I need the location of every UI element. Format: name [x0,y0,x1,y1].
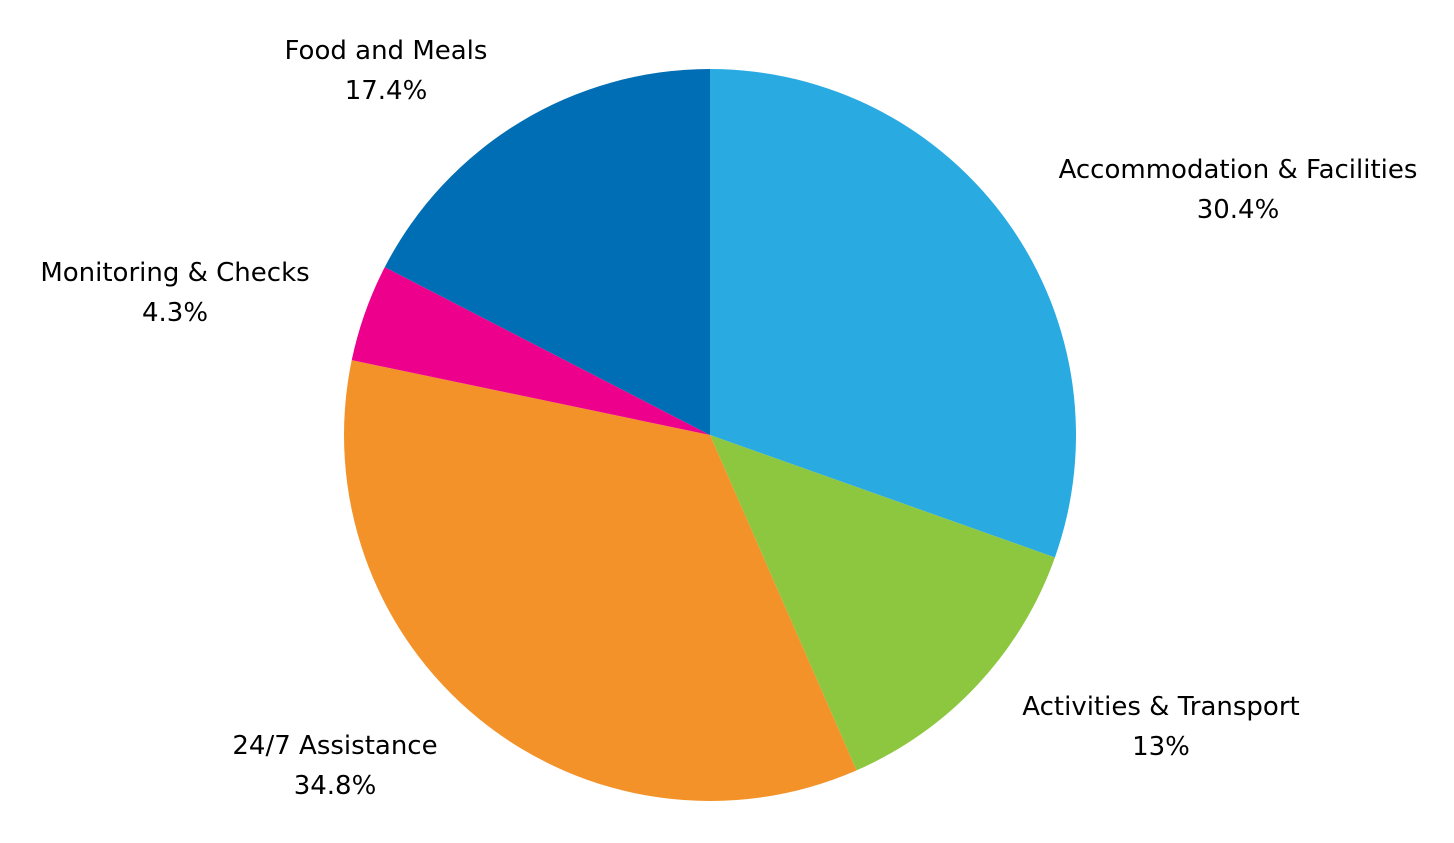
slice-value-label: 4.3% [142,298,208,328]
slice-label-group-accommodation-and-facilities: Accommodation & Facilities 30.4% [1059,155,1418,225]
pie-slice-food-and-meals [384,69,710,435]
slice-label-group-food-and-meals: Food and Meals 17.4% [285,36,488,106]
pie-slice-accommodation-and-facilities [710,69,1076,558]
pie-slice-monitoring-and-checks [351,267,710,435]
slice-label-group-activities-and-transport: Activities & Transport 13% [1022,692,1299,762]
slice-name-label: Monitoring & Checks [40,258,309,288]
slice-name-label: 24/7 Assistance [232,731,437,761]
pie-slice-activities-and-transport [710,435,1055,771]
slice-name-label: Activities & Transport [1022,692,1299,722]
pie-slice-24-7-assistance [344,360,857,801]
slice-value-label: 34.8% [294,771,377,801]
slice-value-label: 17.4% [345,76,428,106]
slice-name-label: Food and Meals [285,36,488,66]
slice-name-label: Accommodation & Facilities [1059,155,1418,185]
slice-label-group-monitoring-and-checks: Monitoring & Checks 4.3% [40,258,309,328]
slice-value-label: 30.4% [1197,195,1280,225]
slice-label-group-24-7-assistance: 24/7 Assistance 34.8% [232,731,437,801]
slice-value-label: 13% [1132,732,1190,762]
